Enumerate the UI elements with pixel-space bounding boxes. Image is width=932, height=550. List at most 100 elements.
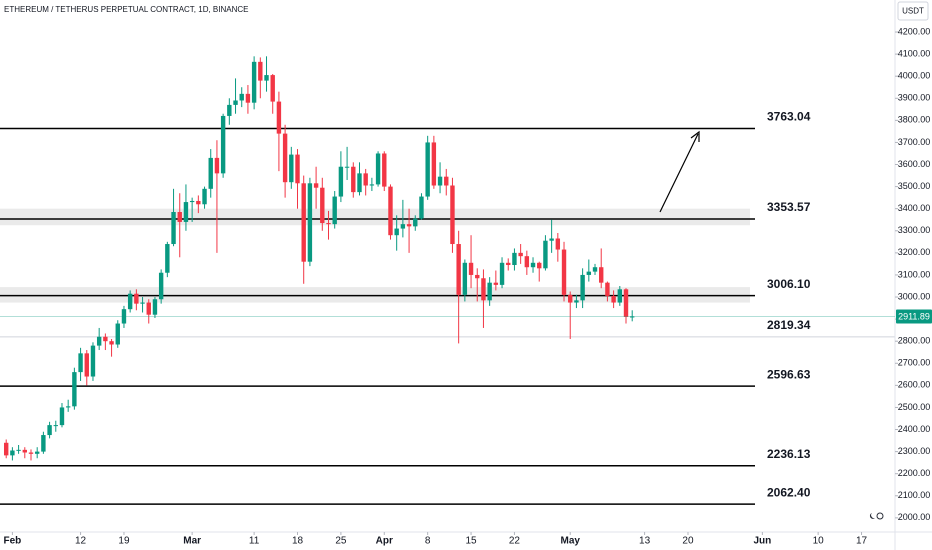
candle-body — [537, 262, 542, 269]
x-tick-label: 18 — [292, 536, 304, 547]
theme-icon[interactable] — [869, 512, 884, 520]
candle-body — [419, 196, 424, 219]
x-tick-label: 20 — [682, 536, 694, 547]
candle-body — [499, 262, 505, 285]
candle-body — [357, 173, 362, 193]
candle-body — [413, 218, 418, 227]
candle-body — [152, 299, 158, 315]
level-label: 3763.04 — [767, 110, 811, 124]
candle-body — [543, 240, 548, 269]
level-label: 3353.57 — [767, 200, 811, 214]
level-label: 2596.63 — [767, 367, 811, 381]
candle-body — [493, 282, 499, 285]
level-label: 2819.34 — [767, 318, 811, 332]
candle-body — [481, 278, 486, 301]
candle-body — [53, 425, 58, 427]
y-tick-label: 2000.00 — [898, 512, 931, 522]
y-tick-label: 3500.00 — [898, 181, 931, 191]
candle-body — [16, 449, 21, 451]
candle-body — [115, 323, 120, 345]
x-tick-label: May — [560, 536, 580, 547]
candle-body — [189, 200, 195, 203]
candle-body — [3, 442, 9, 456]
candle-body — [239, 93, 244, 101]
candle-body — [394, 228, 399, 236]
x-tick-label: 10 — [813, 536, 825, 547]
candle-body — [431, 142, 437, 186]
x-tick-label: 25 — [335, 536, 347, 547]
candle-body — [276, 101, 282, 134]
y-tick-label: 2500.00 — [898, 402, 931, 412]
candle-body — [351, 166, 356, 193]
level-label: 2236.13 — [767, 447, 811, 461]
candle-body — [289, 154, 294, 183]
candle-body — [623, 289, 629, 317]
candle-body — [592, 267, 598, 272]
y-tick-label: 2400.00 — [898, 424, 931, 434]
level-label: 3006.10 — [767, 277, 811, 291]
candle-body — [524, 256, 530, 268]
y-tick-label: 4000.00 — [898, 71, 931, 81]
candle-body — [28, 452, 34, 454]
candle-body — [450, 185, 455, 245]
currency[interactable]: USDT — [902, 7, 924, 16]
x-tick-label: Mar — [183, 536, 201, 547]
y-tick-label: 4100.00 — [898, 48, 931, 58]
arrow — [659, 133, 699, 213]
candle-body — [406, 224, 412, 227]
plot: 3763.04 3353.57 3006.10 2819.34 2596.63 2236.… — [0, 56, 895, 505]
candle-body — [388, 186, 393, 236]
y-tick-label: 3000.00 — [898, 291, 931, 301]
candle-body — [41, 435, 46, 452]
candle-body — [326, 223, 331, 225]
x-tick-label: Apr — [376, 536, 393, 547]
candle-body — [425, 142, 430, 197]
candle-body — [109, 341, 114, 345]
candle-body — [171, 212, 176, 245]
candle-body — [270, 75, 275, 102]
candle-body — [90, 345, 96, 377]
candle-body — [96, 336, 102, 346]
candle-body — [134, 293, 139, 304]
candle-body — [65, 406, 71, 408]
level-label: 2062.40 — [767, 485, 811, 499]
candle-body — [382, 153, 387, 187]
candle-body — [611, 295, 616, 303]
candle-body — [233, 100, 238, 105]
candle-body — [338, 166, 344, 197]
y-tick-label: 2800.00 — [898, 336, 931, 346]
y-tick-label: 3700.00 — [898, 137, 931, 147]
x-tick-label: 12 — [75, 536, 87, 547]
candle-body — [202, 188, 207, 205]
x-tick-label: 8 — [425, 536, 431, 547]
y-tick-label: 3900.00 — [898, 93, 931, 103]
candle-body — [245, 93, 251, 103]
candle-body — [264, 75, 269, 81]
candle-body — [251, 61, 257, 103]
x-tick-label: 17 — [856, 536, 868, 547]
y-tick-label: 3600.00 — [898, 159, 931, 169]
candle-body — [512, 252, 517, 266]
x-tick-label: Feb — [4, 536, 22, 547]
x-tick-label: 22 — [509, 536, 521, 547]
candle-body — [307, 183, 313, 262]
candle-body — [605, 282, 610, 296]
y-tick-label: 3100.00 — [898, 269, 931, 279]
candle-body — [363, 173, 368, 186]
candle-body — [295, 154, 300, 184]
candle-body — [146, 302, 151, 315]
candle-body — [313, 183, 319, 188]
candle-body — [258, 61, 263, 81]
candle-body — [555, 238, 561, 250]
candle-body — [183, 202, 189, 222]
candle-body — [177, 212, 182, 222]
candle-body — [78, 353, 83, 373]
candle-body — [580, 274, 585, 301]
candle-body — [468, 262, 474, 275]
candle-body — [506, 262, 511, 266]
candle-body — [375, 153, 381, 185]
candle-body — [599, 267, 604, 283]
currency-box[interactable] — [897, 1, 929, 21]
